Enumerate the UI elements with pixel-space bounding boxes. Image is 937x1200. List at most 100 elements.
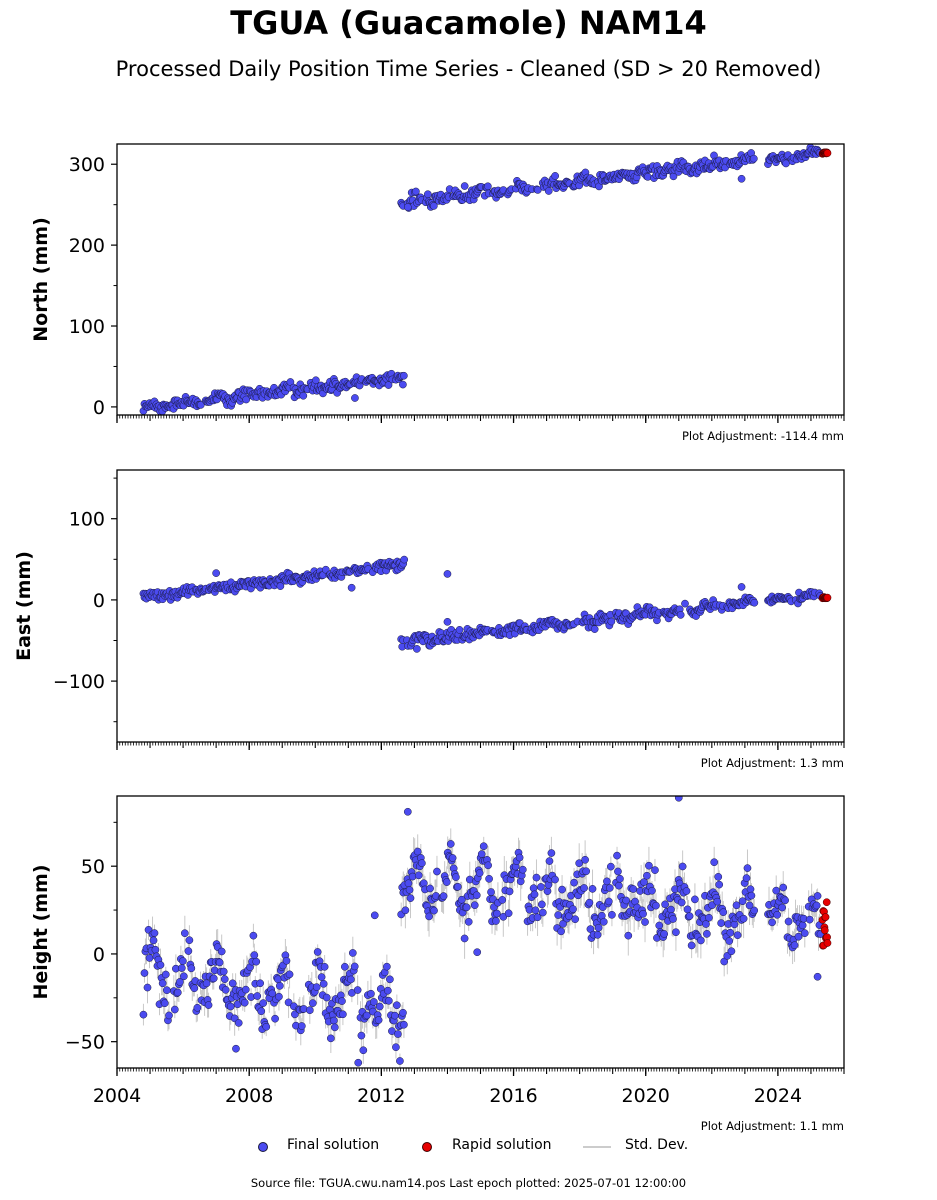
final-point: [484, 861, 492, 870]
plot-adjustment-label: Plot Adjustment: -114.4 mm: [682, 429, 844, 443]
final-point: [297, 1022, 306, 1030]
final-point: [305, 1006, 314, 1015]
y-axis-label: North (mm): [30, 217, 52, 342]
final-point: [472, 891, 481, 900]
final-point: [717, 919, 726, 927]
final-point: [537, 900, 546, 909]
chart-subtitle: Processed Daily Position Time Series - C…: [115, 57, 822, 81]
final-point: [274, 975, 282, 984]
final-point-outlier: [737, 583, 746, 591]
final-point: [643, 173, 652, 181]
final-point: [145, 954, 154, 962]
final-point: [505, 887, 514, 896]
final-point: [262, 1022, 271, 1031]
rapid-point: [823, 593, 832, 602]
final-point: [470, 901, 479, 910]
y-axis-label: East (mm): [13, 551, 35, 661]
final-point: [715, 880, 724, 889]
final-point: [515, 853, 524, 862]
final-point: [391, 1011, 399, 1020]
rapid-point: [821, 913, 830, 921]
final-point: [413, 847, 422, 856]
final-point: [544, 187, 553, 195]
final-point: [479, 842, 488, 851]
final-point: [768, 918, 776, 927]
final-point: [384, 381, 393, 389]
final-point: [455, 626, 464, 634]
final-point: [492, 917, 500, 925]
final-point: [603, 877, 611, 886]
final-point: [220, 975, 229, 983]
final-point-outlier: [674, 796, 683, 802]
final-point: [719, 908, 728, 917]
final-point: [217, 947, 226, 956]
final-point: [710, 858, 719, 867]
final-point: [683, 905, 692, 914]
final-point: [386, 975, 394, 984]
final-point: [697, 936, 705, 945]
final-point: [439, 892, 448, 900]
final-point: [681, 599, 689, 608]
final-point: [149, 936, 158, 945]
final-point: [313, 948, 322, 956]
final-point: [187, 964, 196, 973]
final-point: [383, 962, 391, 971]
final-point: [374, 1016, 383, 1024]
final-point: [330, 1023, 339, 1032]
final-point: [396, 1057, 404, 1065]
final-point: [184, 947, 193, 955]
final-point: [179, 957, 187, 965]
final-point: [702, 920, 710, 928]
final-point: [676, 611, 685, 619]
final-point: [383, 986, 392, 995]
final-point: [614, 867, 622, 876]
rapid-point: [822, 898, 831, 907]
y-tick-label: 0: [93, 944, 105, 966]
final-point: [276, 582, 285, 590]
final-point: [143, 983, 152, 992]
final-point: [554, 911, 563, 919]
final-point: [629, 885, 638, 893]
final-point: [418, 859, 426, 868]
final-point: [778, 903, 787, 912]
final-point: [291, 1010, 299, 1019]
final-point: [687, 941, 696, 950]
final-point: [399, 380, 407, 389]
final-point-outlier: [354, 1058, 363, 1067]
final-point-outlier: [443, 570, 452, 578]
final-point: [493, 909, 501, 918]
final-point: [452, 873, 460, 881]
chart-title: TGUA (Guacamole) NAM14: [230, 4, 707, 42]
final-point: [177, 964, 186, 972]
final-point: [165, 1011, 173, 1020]
panel-1: 0 100 200 300 North (mm) Plot Adjustment: -11…: [30, 143, 845, 443]
final-point: [743, 864, 752, 872]
rapid-solution-points: [818, 593, 832, 603]
y-tick-label: 0: [93, 590, 105, 612]
final-point: [742, 874, 751, 882]
final-point: [571, 915, 580, 924]
final-point: [714, 872, 723, 881]
final-point: [551, 172, 559, 180]
plot-adjustment-label: Plot Adjustment: 1.3 mm: [701, 756, 844, 770]
final-point: [252, 957, 261, 966]
final-point: [648, 886, 656, 895]
final-point: [672, 928, 680, 937]
final-point: [242, 395, 251, 404]
final-point-outlier: [473, 948, 482, 957]
final-point: [518, 865, 527, 874]
final-point: [234, 1019, 243, 1027]
final-point: [160, 999, 169, 1008]
final-point: [161, 970, 170, 979]
final-point: [326, 1034, 335, 1043]
final-point: [732, 901, 741, 910]
final-point: [725, 937, 734, 945]
final-point: [624, 931, 633, 940]
final-point: [404, 879, 413, 888]
final-point: [773, 910, 782, 919]
final-point: [504, 909, 513, 918]
final-solution-points: [139, 796, 825, 1067]
final-point: [221, 986, 230, 994]
final-point: [241, 985, 250, 994]
final-point: [282, 956, 291, 965]
